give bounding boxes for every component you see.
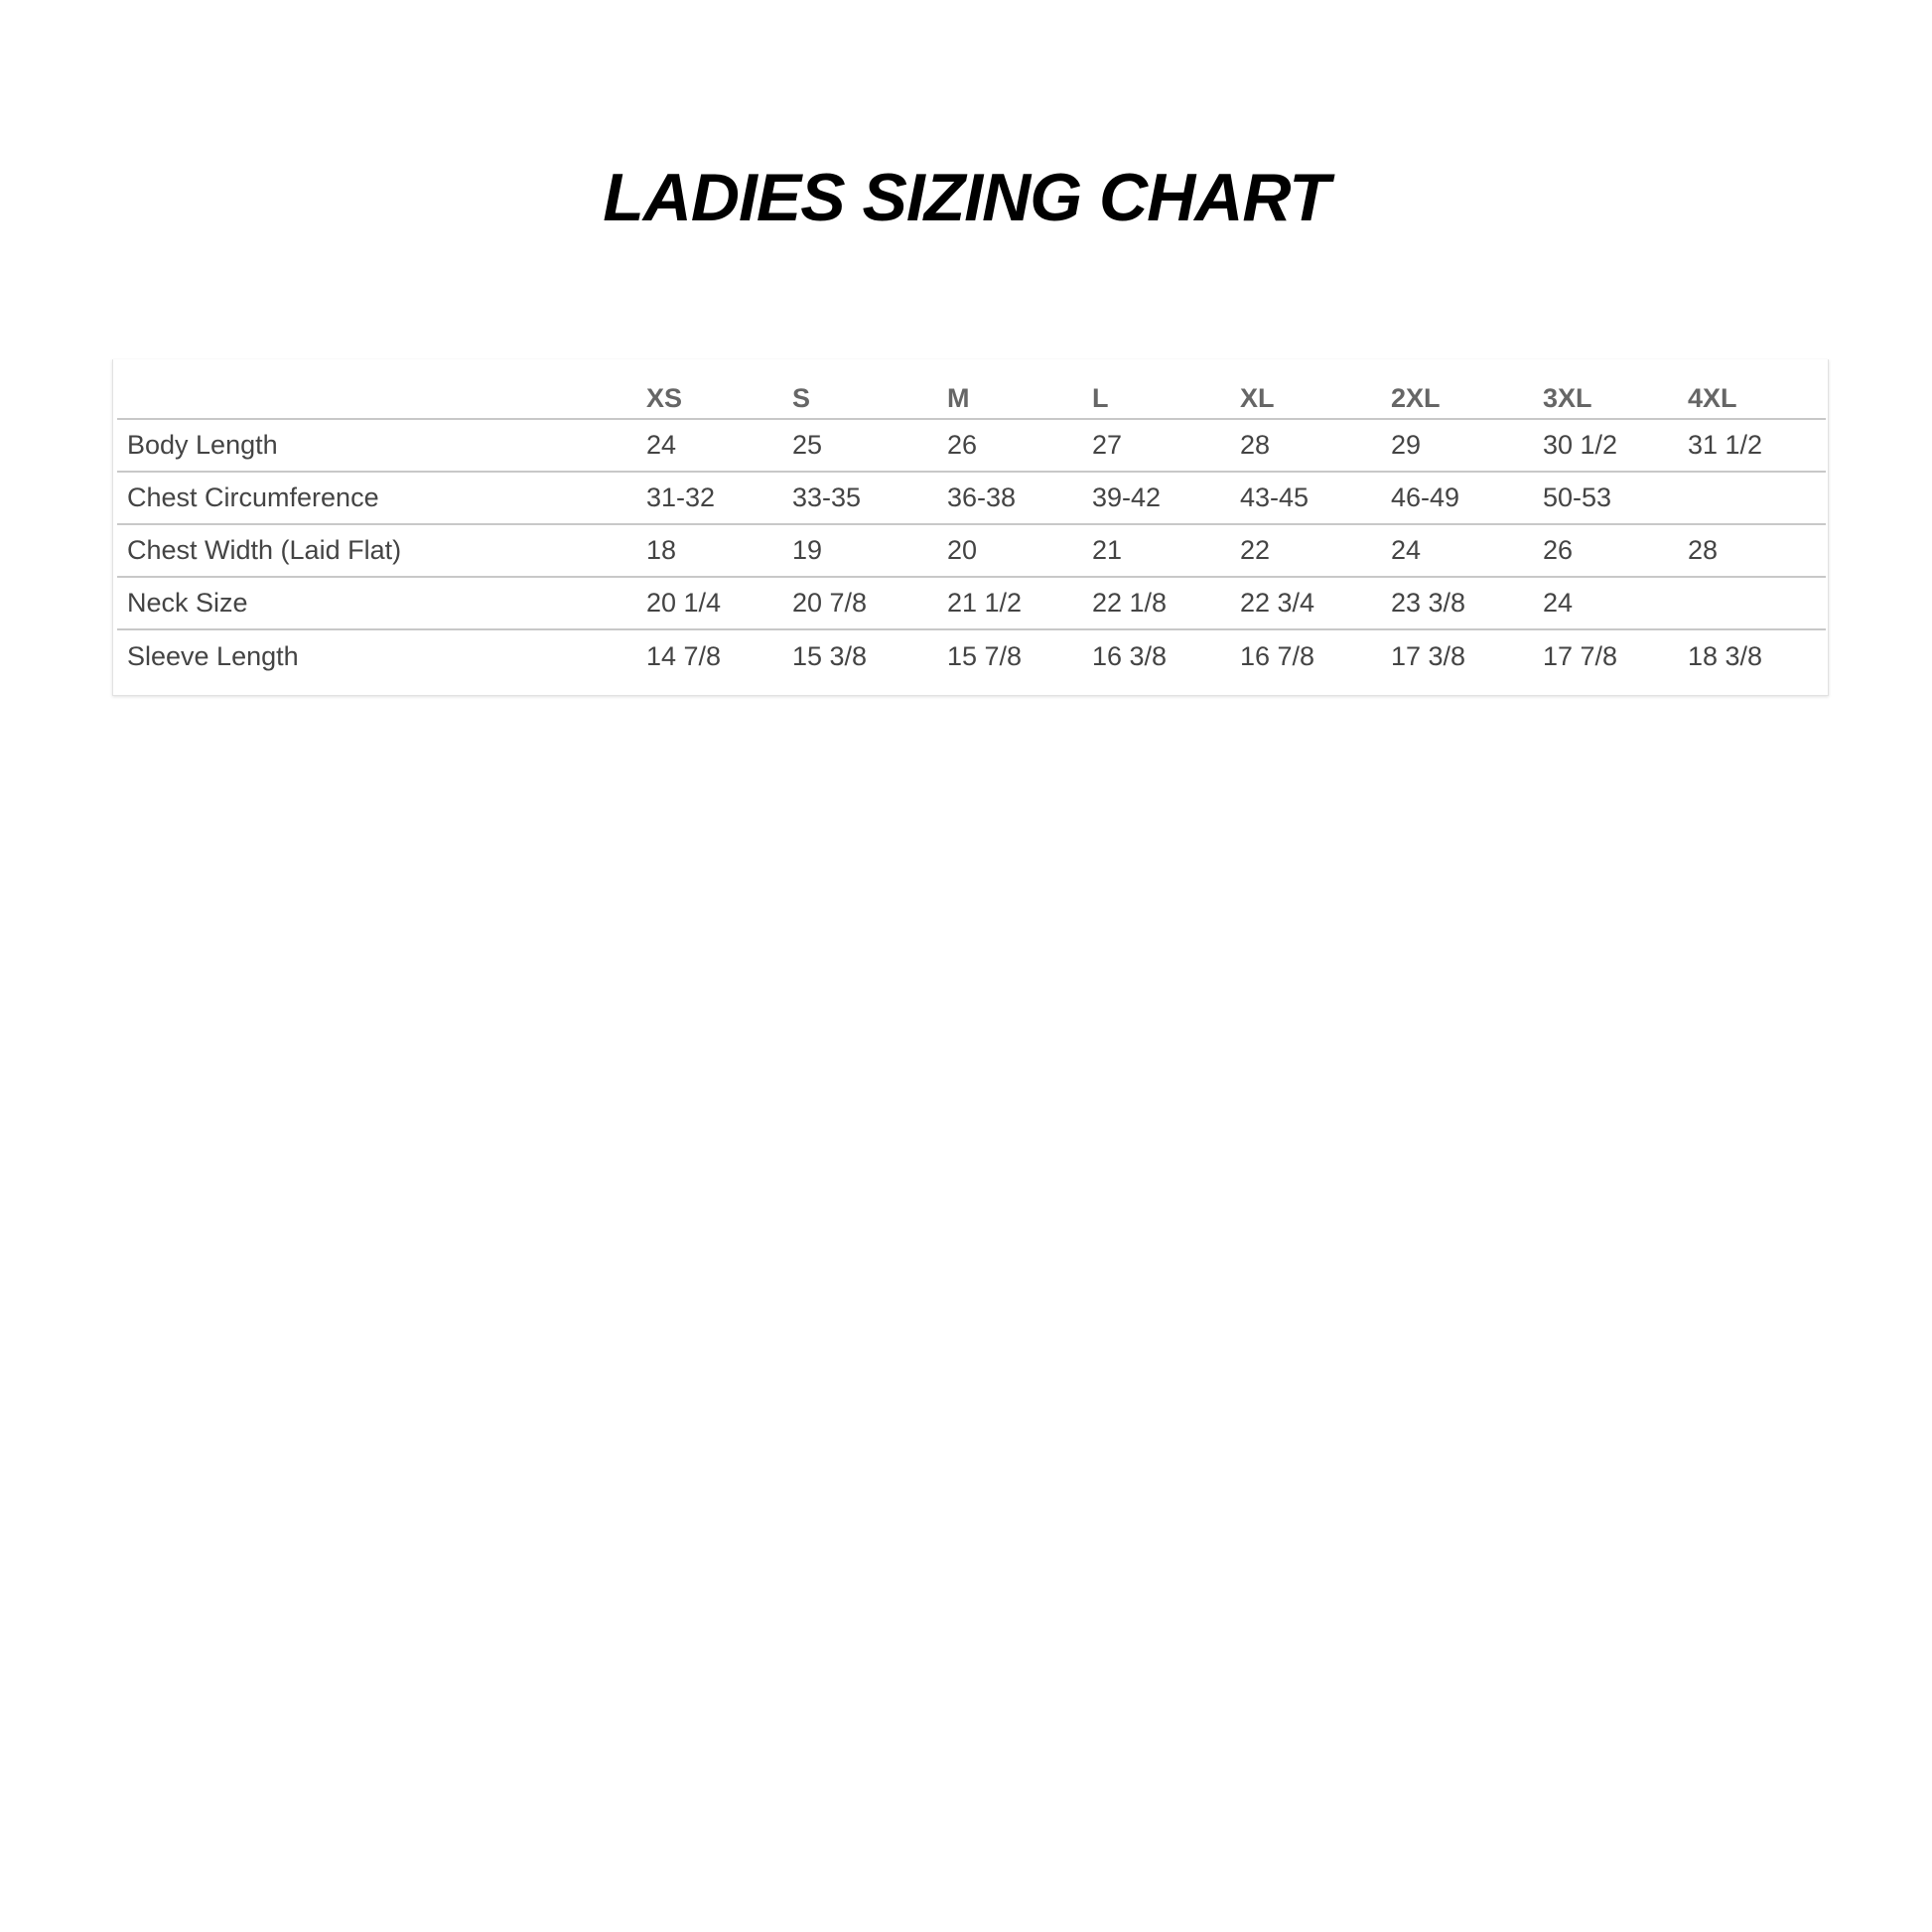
- table-cell: 31 1/2: [1688, 430, 1763, 460]
- table-cell: 18 3/8: [1688, 640, 1763, 671]
- table-row: Body Length 24 25 26 27 28 29 30 1/2 31 1/2: [117, 419, 1826, 472]
- table-cell: 20: [947, 535, 978, 565]
- table-cell: 14 7/8: [646, 640, 722, 671]
- row-label: Chest Width (Laid Flat): [127, 535, 402, 565]
- row-label: Chest Circumference: [127, 483, 379, 512]
- table-cell: 17 3/8: [1391, 640, 1466, 671]
- sizing-table: XS S M L XL 2XL 3XL 4XL Body Length 24 25 26 27 28 29…: [117, 359, 1826, 682]
- header-cell-size: S: [792, 383, 811, 413]
- table-cell: 46-49: [1391, 483, 1460, 512]
- table-cell: 26: [947, 430, 978, 460]
- table-row: Chest Width (Laid Flat) 18 19 20 21 22 24 26 28: [117, 524, 1826, 577]
- table-cell: 22 3/4: [1240, 588, 1315, 618]
- sizing-table-card: XS S M L XL 2XL 3XL 4XL Body Length 24 25 26 27 28 29…: [112, 359, 1829, 696]
- header-cell-size: 4XL: [1688, 383, 1737, 413]
- row-label: Sleeve Length: [127, 640, 299, 671]
- table-cell: 24: [1543, 588, 1574, 618]
- table-cell: 31-32: [646, 483, 716, 512]
- table-cell: [1678, 472, 1826, 524]
- table-cell: 25: [792, 430, 823, 460]
- table-cell: 28: [1688, 535, 1719, 565]
- table-cell: 15 7/8: [947, 640, 1023, 671]
- table-cell: 24: [1391, 535, 1422, 565]
- header-row: XS S M L XL 2XL 3XL 4XL: [117, 359, 1826, 419]
- header-cell-size: 3XL: [1543, 383, 1592, 413]
- header-cell-size: M: [947, 383, 970, 413]
- header-cell-size: L: [1092, 383, 1109, 413]
- table-cell: 22: [1240, 535, 1271, 565]
- table-cell: 21 1/2: [947, 588, 1023, 618]
- table-cell: 33-35: [792, 483, 862, 512]
- table-cell: 27: [1092, 430, 1123, 460]
- table-cell: 20 7/8: [792, 588, 868, 618]
- table-row: Chest Circumference 31-32 33-35 36-38 39-42 4…: [117, 472, 1826, 524]
- table-cell: 23 3/8: [1391, 588, 1466, 618]
- table-cell: 16 7/8: [1240, 640, 1315, 671]
- page-title: LADIES SIZING CHART: [603, 160, 1330, 235]
- row-label: Neck Size: [127, 588, 248, 618]
- table-cell: 15 3/8: [792, 640, 868, 671]
- table-cell: 19: [792, 535, 823, 565]
- table-cell: 24: [646, 430, 677, 460]
- table-cell: 21: [1092, 535, 1123, 565]
- header-cell-size: 2XL: [1391, 383, 1441, 413]
- table-cell: 43-45: [1240, 483, 1310, 512]
- table-cell: 30 1/2: [1543, 430, 1618, 460]
- header-cell-size: XL: [1240, 383, 1275, 413]
- table-cell: 26: [1543, 535, 1574, 565]
- row-label: Body Length: [127, 430, 278, 460]
- table-row: Neck Size 20 1/4 20 7/8 21 1/2 22 1/8 22 3/4 2…: [117, 577, 1826, 629]
- header-cell-size: XS: [646, 383, 683, 413]
- header-cell-empty: [117, 359, 636, 419]
- table-cell: 29: [1391, 430, 1422, 460]
- table-cell: 39-42: [1092, 483, 1162, 512]
- table-cell: 50-53: [1543, 483, 1612, 512]
- table-cell: 18: [646, 535, 677, 565]
- table-cell: 22 1/8: [1092, 588, 1168, 618]
- table-cell: 20 1/4: [646, 588, 722, 618]
- table-cell: 28: [1240, 430, 1271, 460]
- table-cell: 17 7/8: [1543, 640, 1618, 671]
- table-cell: [1678, 577, 1826, 629]
- table-cell: 16 3/8: [1092, 640, 1168, 671]
- table-row: Sleeve Length 14 7/8 15 3/8 15 7/8 16 3/8 16 …: [117, 629, 1826, 682]
- table-cell: 36-38: [947, 483, 1017, 512]
